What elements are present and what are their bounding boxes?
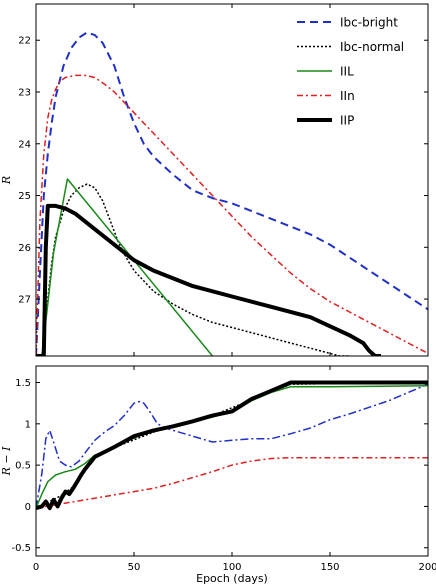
- x-axis-label: Epoch (days): [196, 572, 268, 584]
- series-line-iin: [36, 456, 428, 509]
- y-tick-label: 1: [25, 419, 31, 430]
- series-line-iil: [36, 178, 213, 356]
- x-tick-label: 100: [222, 562, 241, 573]
- y-axis-label: R − I: [0, 446, 13, 476]
- series-line-ibc-normal: [36, 183, 350, 356]
- x-tick-label: 50: [128, 562, 141, 573]
- series-line-iil: [36, 385, 428, 509]
- series-line-ibc-bright: [36, 31, 428, 356]
- series-line-ibc-normal: [36, 382, 428, 509]
- y-tick-label: 27: [18, 295, 31, 306]
- series-group: [36, 380, 428, 511]
- axes-frame: [35, 365, 429, 557]
- y-tick-label: 1.5: [15, 378, 31, 389]
- series-line-iip: [36, 203, 381, 356]
- legend: Ibc-bright Ibc-normal IIL IIn IIP: [297, 16, 404, 128]
- x-tick-label: 150: [320, 562, 339, 573]
- y-tick-label: 22: [18, 36, 31, 47]
- y-tick-label: 23: [18, 88, 31, 99]
- legend-label: IIP: [340, 114, 354, 128]
- top-panel: 222324252627RIbc-brightIbc-normalIILIInI…: [0, 3, 429, 357]
- y-tick-label: 25: [18, 191, 31, 202]
- series-line-ibc-bright: [36, 383, 428, 509]
- y-tick-label: 24: [18, 139, 31, 150]
- series-line-iip: [36, 380, 428, 511]
- x-tick-label: 0: [33, 562, 39, 573]
- series-group: [36, 31, 428, 356]
- x-tick-label: 200: [418, 562, 436, 573]
- series-line-iin: [36, 74, 428, 356]
- legend-label: Ibc-normal: [340, 40, 404, 54]
- y-tick-label: -0.5: [11, 543, 31, 554]
- y-tick-label: 26: [18, 243, 31, 254]
- y-axis-label: R: [0, 176, 13, 185]
- legend-label: Ibc-bright: [340, 16, 398, 30]
- legend-label: IIL: [340, 65, 354, 79]
- y-tick-label: 0.5: [15, 461, 31, 472]
- axes-frame: [35, 3, 429, 357]
- y-tick-label: 0: [25, 502, 31, 513]
- legend-label: IIn: [340, 89, 355, 103]
